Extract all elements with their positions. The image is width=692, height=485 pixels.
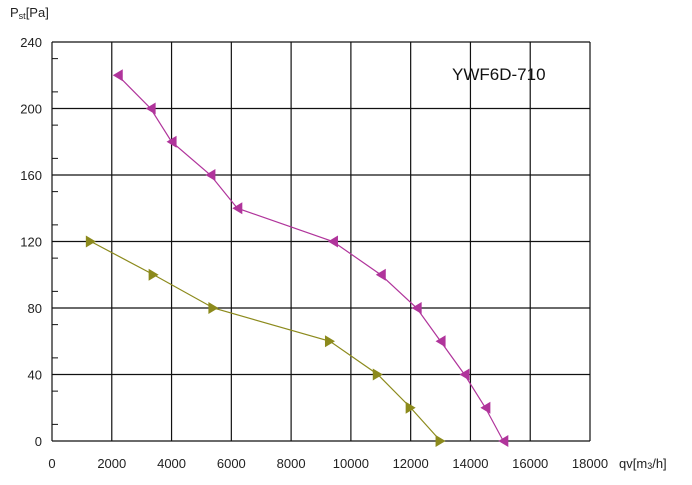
y-axis-label: Pst[Pa] bbox=[10, 5, 49, 21]
series-1-point bbox=[435, 335, 446, 348]
x-tick-label: 16000 bbox=[512, 456, 548, 471]
model-label: YWF6D-710 bbox=[452, 65, 546, 84]
y-tick-label: 160 bbox=[20, 168, 42, 183]
series-1-point bbox=[498, 435, 509, 447]
series-2-point bbox=[405, 401, 416, 414]
x-tick-label: 2000 bbox=[97, 456, 126, 471]
series-1-point bbox=[166, 135, 177, 148]
series-1-point bbox=[411, 302, 422, 314]
series-1-point bbox=[480, 401, 491, 414]
series-2-point bbox=[324, 335, 335, 348]
series-2-point bbox=[148, 268, 159, 281]
x-tick-label: 6000 bbox=[217, 456, 246, 471]
y-tick-label: 200 bbox=[20, 102, 42, 117]
series-1-point bbox=[232, 202, 243, 215]
y-tick-label: 80 bbox=[28, 301, 42, 316]
x-tick-label: 18000 bbox=[572, 456, 608, 471]
series-1-line bbox=[117, 74, 504, 442]
x-tick-label: 10000 bbox=[333, 456, 369, 471]
x-tick-label: 0 bbox=[48, 456, 55, 471]
series-2-point bbox=[435, 435, 446, 447]
series-1-point bbox=[459, 368, 470, 381]
x-tick-label: 8000 bbox=[277, 456, 306, 471]
grid-lines bbox=[51, 41, 591, 442]
series-1-point bbox=[205, 169, 216, 181]
y-tick-label: 240 bbox=[20, 35, 42, 50]
series-1-point bbox=[145, 102, 156, 115]
series-1-point bbox=[112, 69, 123, 82]
x-tick-label: 4000 bbox=[157, 456, 186, 471]
y-tick-label: 0 bbox=[35, 434, 42, 449]
series-1-point bbox=[375, 268, 386, 281]
x-tick-label: 12000 bbox=[393, 456, 429, 471]
y-tick-label: 40 bbox=[28, 368, 42, 383]
series-2-point bbox=[372, 368, 383, 381]
y-tick-label: 120 bbox=[20, 235, 42, 250]
series-2-point bbox=[208, 302, 219, 314]
x-tick-label: 14000 bbox=[452, 456, 488, 471]
tick-labels: 0 2000 4000 6000 8000 10000 12000 14000 16000 180… bbox=[20, 35, 608, 471]
series-2-line bbox=[90, 240, 442, 442]
series-1-point bbox=[327, 235, 338, 248]
series-2-point bbox=[85, 235, 96, 248]
series-layer bbox=[85, 69, 509, 447]
x-axis-label: qv[m3/h] bbox=[619, 456, 667, 471]
